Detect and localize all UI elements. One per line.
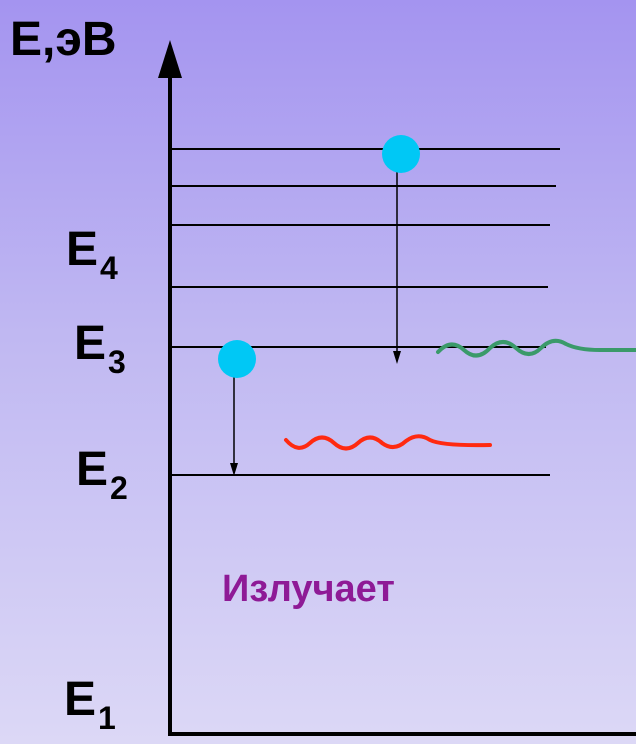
level-index: 3: [108, 344, 126, 380]
emits-caption: Излучает: [222, 568, 395, 610]
level-letter: E: [76, 443, 109, 496]
transition-arrowhead-upper: [393, 351, 401, 364]
photon-green-wave: [436, 338, 636, 358]
transition-arrowhead-lower: [230, 463, 238, 476]
level-index: 4: [100, 250, 118, 286]
level-label-e2: E2: [76, 443, 128, 505]
level-letter: E: [74, 317, 107, 370]
level-letter: E: [64, 673, 97, 726]
level-index: 2: [110, 470, 128, 506]
level-label-e1: E1: [64, 673, 116, 735]
level-index: 1: [98, 700, 116, 736]
electron-upper: [382, 135, 420, 173]
level-letter: E: [66, 223, 99, 276]
photon-red-wave: [284, 434, 492, 451]
level-label-e4: E4: [66, 223, 118, 285]
energy-axis-arrowhead: [158, 40, 182, 78]
energy-axis-title: E,эВ: [10, 13, 117, 66]
level-label-e3: E3: [74, 317, 126, 379]
electron-lower: [218, 340, 256, 378]
